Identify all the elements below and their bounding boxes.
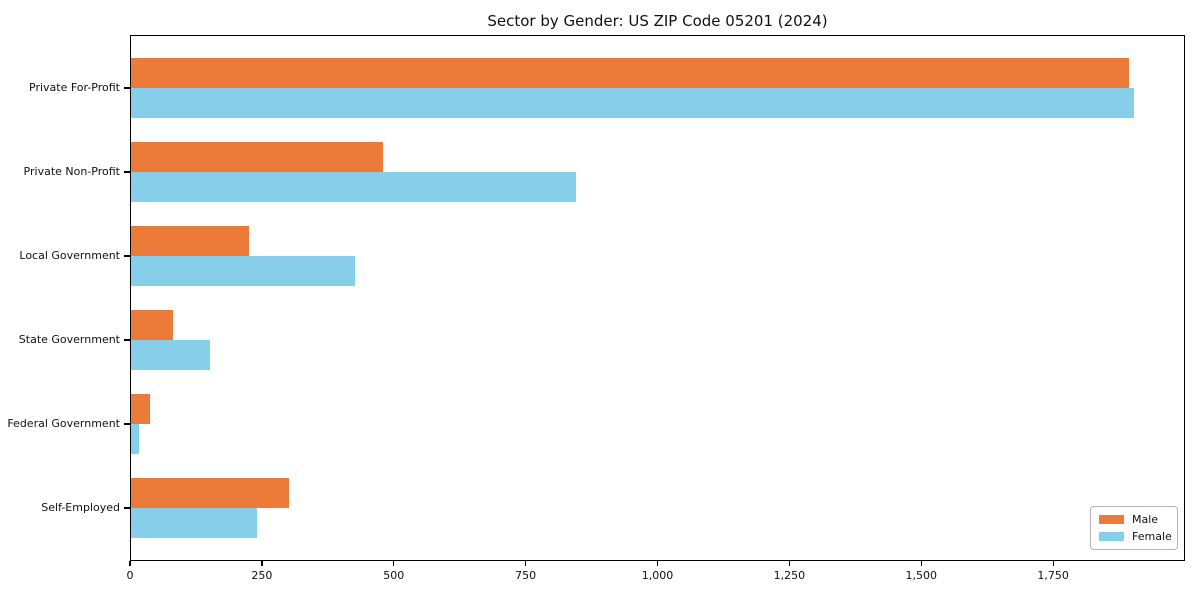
xtick-mark-1750 <box>1052 561 1054 566</box>
legend-row-female: Female <box>1099 530 1172 543</box>
ytick-mark-private-non-profit <box>123 171 130 173</box>
xtick-mark-0 <box>129 561 131 566</box>
bar-male-state-government <box>131 309 174 340</box>
bar-male-local-government <box>131 225 249 256</box>
ytick-label-self-employed: Self-Employed <box>41 501 120 514</box>
ytick-label-private-for-profit: Private For-Profit <box>29 81 120 94</box>
legend-row-male: Male <box>1099 513 1169 526</box>
ytick-label-state-government: State Government <box>18 333 120 346</box>
xtick-label-1500: 1,500 <box>905 569 938 582</box>
chart-title: Sector by Gender: US ZIP Code 05201 (202… <box>487 12 828 30</box>
ytick-mark-federal-government <box>123 423 130 425</box>
xtick-mark-1500 <box>920 561 922 566</box>
xtick-label-750: 750 <box>515 569 537 582</box>
ytick-label-private-non-profit: Private Non-Profit <box>23 165 120 178</box>
ytick-mark-private-for-profit <box>123 87 130 89</box>
legend-swatch-female-icon <box>1099 532 1124 541</box>
legend: Male Female <box>1090 506 1178 550</box>
bar-female-local-government <box>131 255 355 286</box>
ytick-mark-local-government <box>123 255 130 257</box>
ytick-label-federal-government: Federal Government <box>7 417 120 430</box>
bar-female-state-government <box>131 339 210 370</box>
xtick-mark-1000 <box>656 561 659 566</box>
legend-swatch-male-icon <box>1099 515 1124 524</box>
bar-male-self-employed <box>131 477 289 508</box>
xtick-mark-750 <box>525 561 527 566</box>
bar-female-self-employed <box>131 507 258 538</box>
xtick-label-0: 0 <box>126 569 134 582</box>
xtick-label-1750: 1,750 <box>1037 569 1069 582</box>
legend-label-female: Female <box>1132 530 1172 543</box>
xtick-label-250: 250 <box>251 569 273 582</box>
bar-male-private-for-profit <box>131 57 1129 88</box>
xtick-label-1000: 1,000 <box>641 569 674 582</box>
bar-female-private-for-profit <box>131 87 1134 118</box>
ytick-mark-self-employed <box>123 507 130 509</box>
legend-label-male: Male <box>1132 513 1159 526</box>
bar-male-private-non-profit <box>131 141 383 172</box>
bar-female-private-non-profit <box>131 171 576 202</box>
xtick-mark-500 <box>393 561 395 566</box>
xtick-label-500: 500 <box>383 569 405 582</box>
ytick-mark-state-government <box>123 339 130 341</box>
bar-female-federal-government <box>131 423 139 454</box>
xtick-mark-1250 <box>788 561 791 566</box>
xtick-mark-250 <box>261 561 263 566</box>
plot-area <box>130 35 1185 561</box>
bar-male-federal-government <box>131 393 150 424</box>
xtick-label-1250: 1,250 <box>773 569 806 582</box>
ytick-label-local-government: Local Government <box>19 249 120 262</box>
